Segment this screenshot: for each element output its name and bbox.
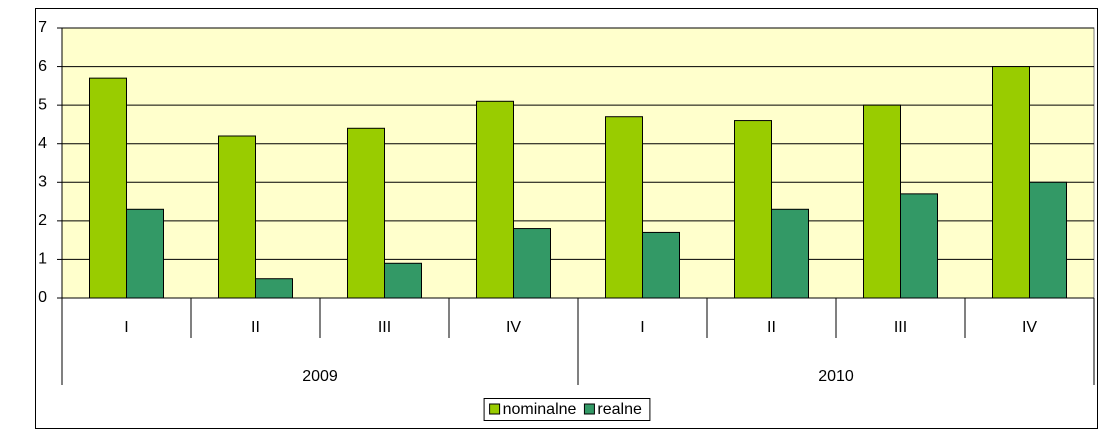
- bar: [1029, 181, 1067, 299]
- y-tick-label: 5: [38, 96, 47, 113]
- legend-label: nominalne: [503, 401, 577, 418]
- y-tick-label: 7: [38, 19, 47, 36]
- bar: [734, 120, 772, 299]
- x-tick-label: II: [251, 319, 260, 336]
- bar: [863, 104, 901, 299]
- bar: [605, 116, 643, 299]
- y-tick-label: 4: [38, 135, 47, 152]
- plot-area: [61, 27, 1095, 299]
- bar: [771, 208, 809, 299]
- x-tick-label: IV: [506, 319, 521, 336]
- x-tick-label: I: [124, 319, 128, 336]
- bar: [218, 135, 256, 299]
- y-tick-label: 2: [38, 212, 47, 229]
- y-tick-label: 0: [38, 289, 47, 306]
- x-tick-label: III: [378, 319, 391, 336]
- legend-swatch: [489, 403, 501, 415]
- legend-swatch: [583, 403, 595, 415]
- y-tick-label: 3: [38, 174, 47, 191]
- legend-label: realne: [597, 401, 642, 418]
- y-tick-label: 6: [38, 58, 47, 75]
- bar: [642, 231, 680, 299]
- bar: [89, 77, 127, 299]
- bar: [513, 228, 551, 299]
- x-tick-label: I: [640, 319, 644, 336]
- x-tick-label: II: [767, 319, 776, 336]
- y-tick-label: 1: [38, 251, 47, 268]
- group-label: 2010: [818, 368, 854, 385]
- x-tick-label: III: [894, 319, 907, 336]
- bar: [384, 262, 422, 299]
- legend-box: [483, 398, 651, 421]
- bar: [255, 278, 293, 299]
- bar: [126, 208, 164, 299]
- group-label: 2009: [302, 368, 338, 385]
- bar: [347, 127, 385, 299]
- x-tick-label: IV: [1022, 319, 1037, 336]
- bar: [992, 66, 1030, 299]
- bar: [476, 100, 514, 299]
- bar: [900, 193, 938, 299]
